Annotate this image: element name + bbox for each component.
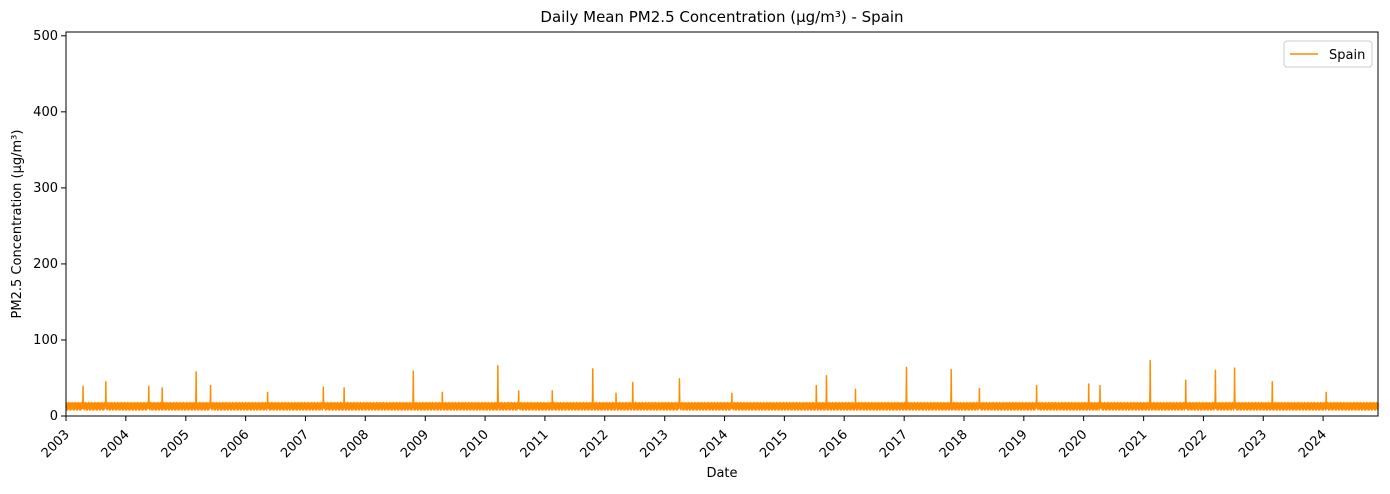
x-tick-label: 2003 bbox=[39, 427, 73, 461]
series-line-spain bbox=[65, 359, 1379, 411]
x-tick-label: 2017 bbox=[877, 427, 911, 461]
x-tick-label: 2015 bbox=[757, 427, 791, 461]
y-tick-label: 500 bbox=[33, 29, 58, 44]
y-tick-label: 300 bbox=[33, 181, 58, 196]
y-tick-label: 400 bbox=[33, 105, 58, 120]
y-tick-label: 100 bbox=[33, 333, 58, 348]
y-axis-label: PM2.5 Concentration (µg/m³) bbox=[10, 130, 25, 319]
x-tick-label: 2020 bbox=[1056, 427, 1090, 461]
x-tick-label: 2021 bbox=[1116, 427, 1150, 461]
x-tick-label: 2024 bbox=[1296, 427, 1330, 461]
x-tick-label: 2022 bbox=[1176, 427, 1210, 461]
x-tick-label: 2018 bbox=[937, 427, 971, 461]
x-tick-label: 2014 bbox=[697, 427, 731, 461]
x-tick-label: 2008 bbox=[338, 427, 372, 461]
x-tick-label: 2004 bbox=[99, 427, 133, 461]
y-axis-ticks: 0 100 200 300 400 500 bbox=[33, 29, 66, 424]
x-tick-label: 2023 bbox=[1236, 427, 1270, 461]
x-tick-label: 2019 bbox=[997, 427, 1031, 461]
legend: Spain bbox=[1283, 40, 1373, 68]
x-tick-label: 2016 bbox=[817, 427, 851, 461]
x-tick-label: 2007 bbox=[278, 427, 312, 461]
x-tick-label: 2012 bbox=[578, 427, 612, 461]
legend-label-spain: Spain bbox=[1329, 48, 1365, 63]
legend-box bbox=[1283, 40, 1373, 68]
x-axis-ticks: 2003 2004 2005 2006 2007 2008 2009 2010 2011 2012… bbox=[39, 416, 1330, 461]
y-tick-label: 0 bbox=[50, 409, 58, 424]
x-tick-label: 2006 bbox=[218, 427, 252, 461]
x-tick-label: 2005 bbox=[159, 427, 193, 461]
x-tick-label: 2011 bbox=[518, 427, 552, 461]
y-tick-label: 200 bbox=[33, 257, 58, 272]
plot-frame bbox=[65, 31, 1379, 417]
chart-title: Daily Mean PM2.5 Concentration (µg/m³) -… bbox=[540, 8, 903, 26]
x-tick-label: 2009 bbox=[398, 427, 432, 461]
x-tick-label: 2013 bbox=[638, 427, 672, 461]
x-tick-label: 2010 bbox=[458, 427, 492, 461]
x-axis-label: Date bbox=[706, 466, 737, 481]
